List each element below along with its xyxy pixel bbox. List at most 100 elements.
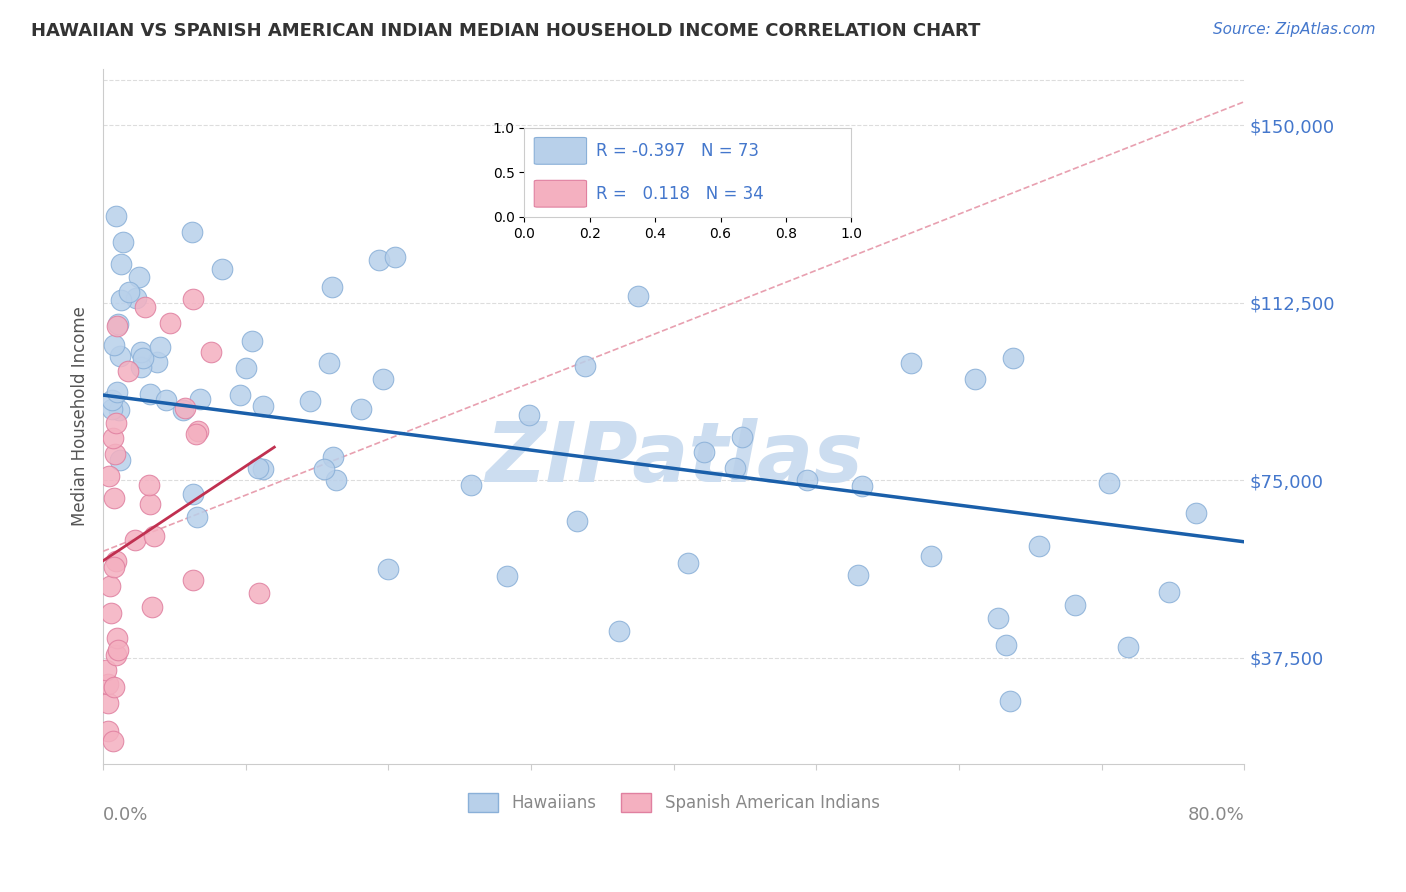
Point (607, 624, 630, 638)
Point (103, 491, 125, 505)
Point (105, 632, 128, 646)
Point (731, 430, 754, 444)
Point (149, 340, 172, 354)
Point (1063, 598, 1085, 612)
Point (246, 460, 269, 475)
Point (97, 677, 120, 691)
Text: ZIPatlas: ZIPatlas (485, 417, 863, 499)
Point (105, 648, 128, 663)
Point (108, 402, 131, 417)
Point (322, 450, 344, 465)
Point (377, 562, 399, 576)
Point (1157, 584, 1180, 599)
Point (724, 461, 747, 475)
FancyBboxPatch shape (534, 137, 586, 164)
Point (200, 344, 222, 359)
Point (998, 694, 1021, 708)
Point (138, 477, 160, 491)
Point (368, 252, 391, 267)
Point (384, 250, 406, 264)
Point (676, 556, 699, 570)
Point (107, 318, 129, 332)
Point (103, 338, 125, 352)
Point (101, 431, 124, 445)
Point (143, 529, 166, 543)
Point (627, 289, 650, 303)
Text: Source: ZipAtlas.com: Source: ZipAtlas.com (1212, 22, 1375, 37)
Point (1028, 539, 1050, 553)
Point (104, 447, 127, 461)
Point (181, 487, 204, 501)
Point (97, 724, 120, 739)
Point (101, 392, 124, 407)
Point (100, 606, 122, 620)
Point (108, 453, 131, 467)
Point (188, 392, 211, 406)
Point (105, 210, 128, 224)
Point (920, 549, 942, 563)
Point (187, 424, 209, 438)
Point (139, 387, 162, 401)
Point (815, 173, 838, 187)
Point (325, 474, 347, 488)
Point (211, 261, 233, 276)
Y-axis label: Median Household Income: Median Household Income (72, 307, 89, 526)
Point (235, 361, 257, 376)
Text: R =   0.118   N = 34: R = 0.118 N = 34 (596, 185, 763, 202)
Point (252, 462, 274, 476)
Point (108, 349, 131, 363)
Point (373, 372, 395, 386)
Legend: Hawaiians, Spanish American Indians: Hawaiians, Spanish American Indians (461, 786, 886, 819)
Point (851, 479, 873, 493)
Point (900, 356, 922, 370)
Text: 80.0%: 80.0% (1188, 806, 1244, 824)
Point (987, 611, 1010, 625)
Point (247, 586, 270, 600)
Text: HAWAIIAN VS SPANISH AMERICAN INDIAN MEDIAN HOUSEHOLD INCOME CORRELATION CHART: HAWAIIAN VS SPANISH AMERICAN INDIAN MEDI… (31, 22, 980, 40)
Point (846, 568, 869, 582)
Point (1002, 351, 1025, 365)
Point (97, 469, 120, 483)
Point (110, 257, 132, 271)
Point (460, 478, 482, 492)
Point (252, 399, 274, 413)
Point (112, 235, 135, 249)
Point (229, 388, 252, 402)
Point (132, 351, 155, 365)
Point (159, 316, 181, 330)
FancyBboxPatch shape (534, 180, 586, 207)
Point (298, 394, 321, 409)
Point (567, 515, 589, 529)
Point (519, 408, 541, 422)
Point (172, 403, 194, 417)
Point (134, 300, 156, 314)
Point (104, 417, 127, 431)
Point (104, 554, 127, 568)
Point (312, 462, 335, 476)
Point (155, 393, 177, 408)
Point (98, 579, 121, 593)
Point (186, 427, 208, 442)
Point (1185, 506, 1208, 520)
Point (318, 356, 340, 370)
Point (101, 402, 124, 417)
Point (141, 599, 163, 614)
Point (97, 696, 120, 710)
Point (124, 533, 146, 548)
Point (496, 569, 519, 583)
Point (965, 372, 987, 386)
Point (101, 733, 124, 747)
Point (574, 359, 596, 373)
Point (96, 663, 118, 677)
Point (693, 445, 716, 459)
Point (350, 402, 373, 417)
Point (1116, 640, 1139, 654)
Point (181, 225, 204, 239)
Point (1098, 476, 1121, 491)
Text: 0.0%: 0.0% (103, 806, 149, 824)
Point (129, 344, 152, 359)
Point (118, 285, 141, 299)
Point (117, 363, 139, 377)
Point (174, 401, 197, 416)
Point (107, 643, 129, 657)
